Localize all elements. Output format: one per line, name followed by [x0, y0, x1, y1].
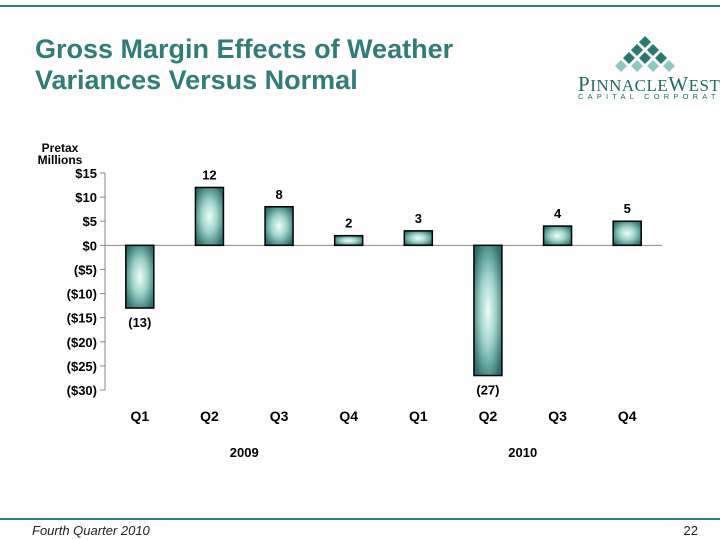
diamond-logo-icon [615, 36, 675, 72]
logo-subtitle: CAPITAL CORPORATION [578, 92, 720, 101]
bar-q2-5 [473, 244, 503, 377]
x-category-label: Q4 [339, 408, 358, 424]
x-category-label: Q3 [270, 408, 289, 424]
year-group-label: 2009 [230, 445, 259, 460]
top-rule [0, 5, 720, 7]
y-tick-label: $10 [75, 190, 97, 205]
bar-q3-6 [542, 225, 573, 247]
data-label: (27) [476, 383, 499, 398]
data-label: 12 [202, 167, 216, 182]
y-tick-label: ($10) [67, 287, 97, 302]
x-category-label: Q4 [618, 408, 637, 424]
data-label: 4 [554, 206, 562, 221]
title-line-2: Variances Versus Normal [35, 65, 358, 95]
data-label: 5 [624, 201, 631, 216]
bar-q4-3 [333, 234, 364, 247]
y-tick-label: ($20) [67, 335, 97, 350]
bar-q2-1 [194, 186, 225, 247]
x-category-label: Q2 [479, 408, 498, 424]
data-label: 8 [275, 187, 282, 202]
page-number: 22 [683, 523, 698, 538]
slide-title: Gross Margin Effects of Weather Variance… [35, 34, 555, 96]
bottom-rule [0, 518, 720, 520]
y-tick-label: $5 [83, 214, 97, 229]
bar-q4-7 [612, 220, 642, 247]
x-category-label: Q2 [200, 408, 219, 424]
bar-q1-4 [403, 230, 434, 247]
title-line-1: Gross Margin Effects of Weather [35, 34, 454, 64]
x-category-label: Q1 [130, 408, 149, 424]
data-label: 3 [415, 211, 422, 226]
y-tick-label: ($5) [74, 262, 97, 277]
x-category-label: Q3 [548, 408, 567, 424]
y-tick-label: ($15) [67, 311, 97, 326]
data-label: (13) [128, 315, 151, 330]
logo-wordmark: PINNACLEWEST [578, 72, 720, 96]
bar-q3-2 [264, 206, 294, 247]
y-axis-label: Millions [38, 153, 83, 167]
y-tick-label: ($25) [67, 359, 97, 374]
x-category-label: Q1 [409, 408, 428, 424]
company-logo: PINNACLEWEST CAPITAL CORPORATION [578, 34, 720, 104]
bar-q1-0 [125, 244, 155, 309]
y-tick-label: ($30) [67, 383, 97, 398]
footer-text: Fourth Quarter 2010 [32, 523, 150, 538]
y-tick-label: $0 [83, 238, 97, 253]
y-axis-label: Pretax [42, 141, 79, 155]
year-group-label: 2010 [508, 445, 537, 460]
data-label: 2 [345, 216, 352, 231]
y-tick-label: $15 [75, 166, 97, 181]
